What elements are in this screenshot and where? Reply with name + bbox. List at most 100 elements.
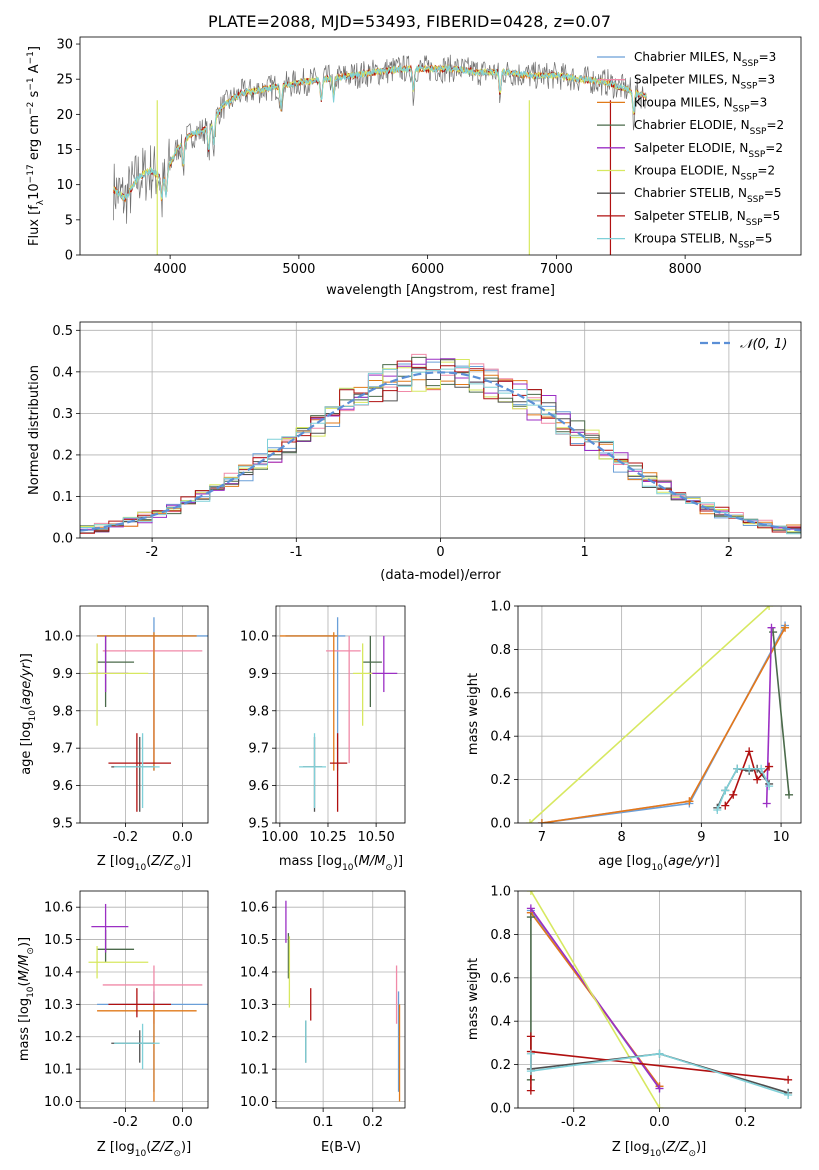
y-tick-label: 0.2 bbox=[490, 1058, 511, 1073]
x-tick-label: -2 bbox=[146, 545, 159, 560]
y-tick-label: 9.5 bbox=[52, 817, 73, 832]
series-marker bbox=[537, 819, 546, 823]
x-axis-label: (data-model)/error bbox=[380, 568, 501, 583]
errorbars bbox=[285, 900, 401, 1102]
legend: 𝒩(0, 1) bbox=[700, 337, 787, 352]
x-tick-label: 10 bbox=[773, 830, 790, 845]
figure-title: PLATE=2088, MJD=53493, FIBERID=0428, z=0… bbox=[207, 12, 612, 31]
series-marker bbox=[733, 764, 742, 773]
series-marker bbox=[526, 904, 535, 913]
series-line bbox=[772, 631, 790, 795]
series-marker bbox=[753, 775, 762, 784]
histogram-step bbox=[80, 360, 801, 534]
x-tick-label: -0.2 bbox=[113, 830, 138, 845]
y-tick-label: 0.8 bbox=[490, 643, 511, 658]
x-axis-label: age [log10(age/yr)] bbox=[598, 854, 720, 873]
y-tick-label: 0.2 bbox=[490, 773, 511, 788]
series-marker bbox=[762, 799, 771, 808]
x-tick-label: 7000 bbox=[540, 262, 573, 277]
axes-frame bbox=[517, 605, 802, 824]
series-marker bbox=[767, 623, 776, 632]
x-tick-label: -1 bbox=[290, 545, 303, 560]
y-tick-label: 10.4 bbox=[240, 965, 269, 980]
series-marker bbox=[765, 606, 774, 610]
series-marker bbox=[721, 786, 730, 795]
series-marker bbox=[526, 913, 535, 922]
axes-frame bbox=[275, 890, 406, 1109]
series-line bbox=[765, 627, 773, 804]
y-tick-label: 10.3 bbox=[44, 998, 73, 1013]
legend-label: Chabrier MILES, NSSP=3 bbox=[634, 50, 776, 69]
observed-spectrum bbox=[113, 54, 647, 224]
series-line bbox=[716, 768, 770, 811]
y-tick-label: 0.8 bbox=[490, 928, 511, 943]
y-tick-label: 0.0 bbox=[52, 532, 73, 547]
series-marker bbox=[784, 1075, 793, 1084]
errorbars bbox=[279, 617, 398, 812]
series-line bbox=[529, 606, 770, 823]
histogram-step bbox=[80, 367, 801, 535]
normal-curve bbox=[80, 371, 801, 532]
x-tick-label: 1 bbox=[581, 545, 589, 560]
x-tick-label: 5000 bbox=[282, 262, 315, 277]
y-tick-label: 9.6 bbox=[248, 779, 269, 794]
y-axis-label: age [log10(age/yr)] bbox=[19, 653, 38, 775]
y-tick-label: 10.0 bbox=[44, 1095, 73, 1110]
legend-label: Chabrier ELODIE, NSSP=2 bbox=[634, 118, 784, 137]
y-tick-label: 25 bbox=[56, 73, 73, 88]
series-line bbox=[530, 1052, 789, 1096]
axes-frame bbox=[79, 605, 209, 824]
series-marker bbox=[721, 801, 730, 810]
series-marker bbox=[765, 762, 774, 771]
legend-label: Salpeter MILES, NSSP=3 bbox=[634, 73, 775, 92]
x-tick-label: 8000 bbox=[669, 262, 702, 277]
x-axis-label: E(B-V) bbox=[321, 1140, 361, 1155]
axes-residuals: -2 -1 0 1 2 0.0 0.1 0.2 0.3 0.4 0.5 bbox=[52, 322, 801, 560]
series-line bbox=[541, 625, 786, 823]
series-marker bbox=[526, 891, 535, 895]
x-tick-label: 0.2 bbox=[362, 1115, 383, 1130]
series-marker bbox=[785, 790, 794, 799]
y-tick-label: 10.0 bbox=[44, 629, 73, 644]
x-tick-label: 0 bbox=[436, 545, 444, 560]
series-marker bbox=[729, 790, 738, 799]
y-tick-label: 9.8 bbox=[248, 704, 269, 719]
y-tick-label: 0.1 bbox=[52, 490, 73, 505]
x-axis-label: wavelength [Angstrom, rest frame] bbox=[326, 283, 555, 298]
y-tick-label: 10.1 bbox=[240, 1063, 269, 1078]
y-tick-label: 9.6 bbox=[52, 779, 73, 794]
x-axis-label: Z [log10(Z/Z⊙)] bbox=[97, 854, 191, 873]
y-tick-label: 0.6 bbox=[490, 971, 511, 986]
y-tick-label: 1.0 bbox=[490, 885, 511, 900]
y-tick-label: 9.9 bbox=[52, 667, 73, 682]
series-line bbox=[530, 891, 661, 1108]
y-tick-label: 10.2 bbox=[240, 1030, 269, 1045]
y-tick-label: 0.3 bbox=[52, 407, 73, 422]
y-tick-label: 9.7 bbox=[52, 742, 73, 757]
x-tick-label: 7 bbox=[538, 830, 546, 845]
histogram-step bbox=[80, 358, 801, 533]
y-tick-label: 10.0 bbox=[240, 629, 269, 644]
y-tick-label: 10 bbox=[56, 178, 73, 193]
series-marker bbox=[745, 747, 754, 756]
x-tick-label: 10.50 bbox=[358, 830, 395, 845]
x-tick-label: 0.0 bbox=[649, 1115, 670, 1130]
series-marker bbox=[526, 1086, 535, 1095]
x-tick-label: -0.2 bbox=[561, 1115, 586, 1130]
axes-frame bbox=[79, 36, 802, 256]
y-tick-label: 10.6 bbox=[240, 901, 269, 916]
series-marker bbox=[685, 797, 694, 806]
axes-age-vs-mass: 10.00 10.25 10.50 9.5 9.6 9.7 9.8 9.9 10.0 bbox=[240, 606, 405, 845]
series-marker bbox=[713, 805, 722, 814]
series-marker bbox=[655, 1049, 664, 1058]
y-tick-label: 0.4 bbox=[490, 730, 511, 745]
legend-label: Chabrier STELIB, NSSP=5 bbox=[634, 186, 782, 205]
y-tick-label: 0.5 bbox=[52, 324, 73, 339]
y-tick-label: 10.3 bbox=[240, 998, 269, 1013]
y-axis-label: mass weight bbox=[466, 958, 481, 1040]
y-axis-label: mass [log10(M/M⊙)] bbox=[17, 937, 36, 1061]
x-tick-label: 0.2 bbox=[735, 1115, 756, 1130]
y-axis-label: Normed distribution bbox=[27, 365, 42, 495]
legend: Chabrier MILES, NSSP=3 Salpeter MILES, NS… bbox=[597, 50, 784, 251]
